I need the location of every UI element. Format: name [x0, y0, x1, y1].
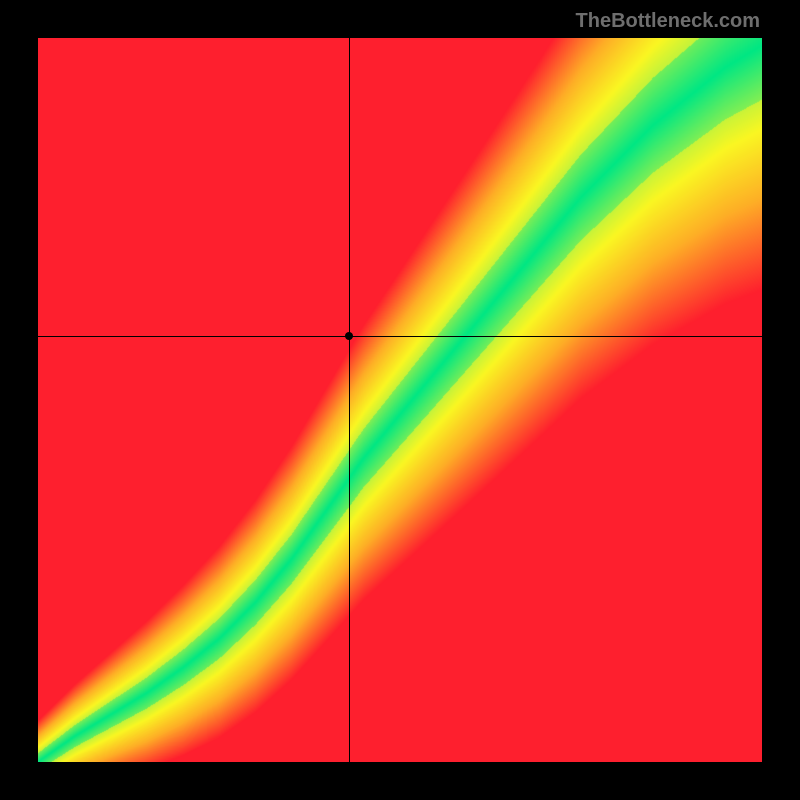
- marker-dot: [345, 332, 353, 340]
- watermark-text: TheBottleneck.com: [576, 10, 760, 33]
- crosshair-horizontal: [38, 336, 762, 337]
- heatmap-canvas: [38, 38, 762, 762]
- heatmap-plot: [38, 38, 762, 762]
- crosshair-vertical: [349, 38, 350, 762]
